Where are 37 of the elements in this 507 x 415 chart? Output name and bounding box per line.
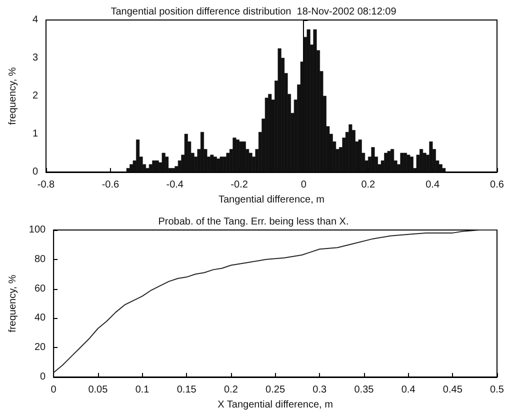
y-axis-title: frequency, % <box>8 274 18 332</box>
x-tick-label: 0.3 <box>312 384 328 396</box>
x-tick-label: 0 <box>300 180 307 190</box>
y-tick-label: 60 <box>34 283 46 294</box>
x-tick-label: 0.4 <box>426 180 440 190</box>
y-tick-label: 0 <box>40 372 46 382</box>
x-tick-label: 0.2 <box>361 180 376 190</box>
chart-title: Probab. of the Tang. Err. being less than X. <box>158 216 349 228</box>
x-axis-title: X Tangential difference, m <box>218 399 333 410</box>
x-axis-title: Tangential difference, m <box>218 194 324 206</box>
y-tick-label: 1 <box>32 128 38 140</box>
chart-title: Tangential position difference distribution 18-Nov-2002 08:12:09 <box>110 6 397 18</box>
x-tick-label: 0.1 <box>135 384 150 396</box>
y-tick-label: 0 <box>32 166 38 178</box>
y-tick-label: 4 <box>32 14 38 26</box>
x-tick-label: 0.5 <box>490 384 504 396</box>
y-tick-label: 3 <box>32 52 38 64</box>
x-tick-label: -0.8 <box>37 180 56 190</box>
x-tick-label: 0.6 <box>490 180 504 190</box>
x-tick-label: 0.2 <box>224 384 238 396</box>
x-tick-label: -0.2 <box>230 180 248 190</box>
x-tick-label: 0.45 <box>442 384 463 396</box>
line-series <box>53 230 498 374</box>
y-axis-title: frequency, % <box>8 67 18 125</box>
x-tick-label: 0.15 <box>176 384 197 396</box>
y-tick-label: 40 <box>34 312 46 324</box>
y-tick-label: 2 <box>32 90 38 102</box>
x-tick-label: 0 <box>50 384 57 396</box>
x-tick-label: -0.4 <box>166 180 184 190</box>
x-tick-label: 0.05 <box>88 384 108 396</box>
x-tick-label: -0.6 <box>102 180 120 190</box>
x-tick-label: 0.4 <box>401 384 416 396</box>
y-tick-label: 100 <box>28 224 46 236</box>
y-tick-label: 80 <box>34 254 46 265</box>
y-tick-label: 20 <box>34 342 46 354</box>
x-tick-label: 0.25 <box>266 384 286 396</box>
x-tick-label: 0.35 <box>354 384 374 396</box>
